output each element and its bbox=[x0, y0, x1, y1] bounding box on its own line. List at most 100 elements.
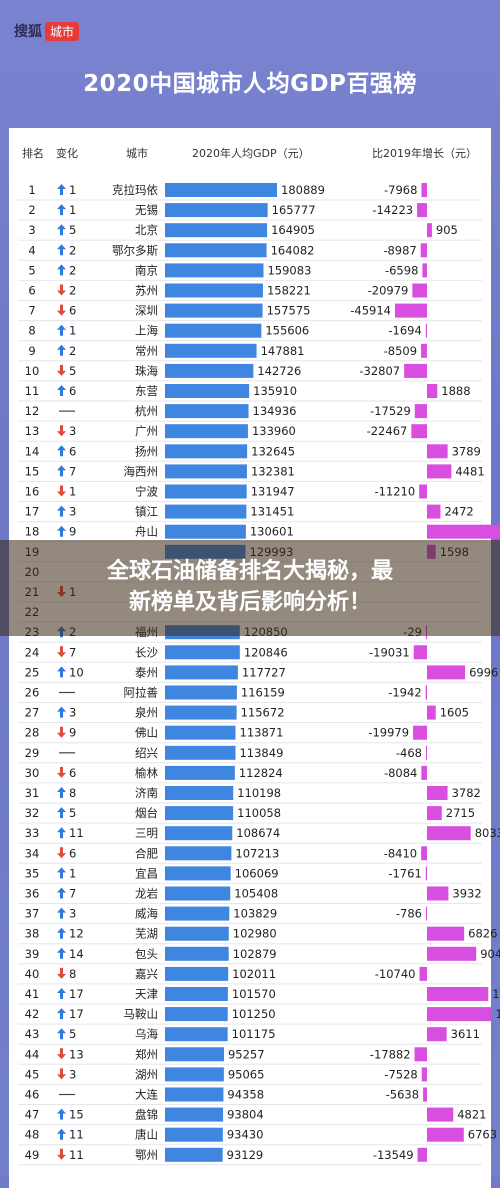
change-value: 1 bbox=[69, 183, 76, 197]
change-value: 2 bbox=[69, 344, 76, 358]
rank-cell: 9 bbox=[28, 344, 35, 358]
growth-value: 1605 bbox=[440, 706, 469, 720]
rank-cell: 39 bbox=[25, 947, 40, 961]
gdp-bar bbox=[165, 1087, 224, 1102]
city-name: 绍兴 bbox=[135, 746, 158, 760]
rank-cell: 1 bbox=[28, 183, 35, 197]
change-value: 6 bbox=[69, 444, 76, 458]
gdp-value: 180889 bbox=[281, 183, 325, 197]
up-arrow-icon bbox=[57, 224, 66, 236]
headline-text: 全球石油储备排名大揭秘，最 新榜单及背后影响分析！ bbox=[0, 556, 500, 618]
down-arrow-icon bbox=[57, 726, 66, 738]
rank-cell: 3 bbox=[28, 223, 35, 237]
growth-bar bbox=[395, 303, 427, 318]
gdp-bar bbox=[165, 243, 267, 258]
growth-bar bbox=[425, 866, 427, 881]
gdp-bar bbox=[165, 906, 230, 921]
gdp-value: 113871 bbox=[240, 726, 284, 740]
gdp-value: 108674 bbox=[236, 826, 280, 840]
growth-bar bbox=[419, 484, 427, 499]
gdp-bar bbox=[165, 203, 268, 218]
col-header-growth: 比2019年增长（元） bbox=[372, 147, 477, 160]
gdp-bar bbox=[165, 1067, 224, 1082]
city-name: 包头 bbox=[135, 947, 158, 961]
city-name: 芜湖 bbox=[135, 927, 158, 941]
rank-cell: 44 bbox=[25, 1047, 40, 1061]
gdp-bar bbox=[165, 806, 234, 821]
growth-value: -8509 bbox=[384, 344, 417, 358]
city-name: 海西州 bbox=[124, 464, 159, 478]
up-arrow-icon bbox=[57, 927, 66, 939]
down-arrow-icon bbox=[57, 485, 66, 497]
rank-cell: 26 bbox=[25, 686, 40, 700]
gdp-value: 157575 bbox=[267, 304, 311, 318]
city-name: 烟台 bbox=[135, 806, 158, 820]
rank-cell: 31 bbox=[25, 786, 40, 800]
growth-value: -14223 bbox=[372, 203, 413, 217]
gdp-value: 105408 bbox=[234, 887, 278, 901]
rank-cell: 12 bbox=[25, 404, 40, 418]
change-value: 11 bbox=[69, 826, 84, 840]
change-value: 9 bbox=[69, 525, 76, 539]
rank-cell: 41 bbox=[25, 987, 40, 1001]
city-name: 南京 bbox=[135, 263, 158, 277]
gdp-value: 158221 bbox=[267, 284, 311, 298]
rank-cell: 35 bbox=[25, 866, 40, 880]
rank-cell: 24 bbox=[25, 645, 40, 659]
growth-value: -6598 bbox=[385, 263, 418, 277]
col-header-city: 城市 bbox=[126, 147, 148, 160]
gdp-bar bbox=[165, 384, 250, 398]
rank-cell: 37 bbox=[25, 907, 40, 921]
city-name: 常州 bbox=[135, 344, 158, 358]
gdp-bar bbox=[165, 826, 233, 841]
down-arrow-icon bbox=[57, 284, 66, 296]
down-arrow-icon bbox=[57, 364, 66, 376]
change-value: 17 bbox=[69, 1007, 84, 1021]
up-arrow-icon bbox=[57, 505, 66, 517]
city-name: 湖州 bbox=[135, 1067, 158, 1081]
rank-cell: 10 bbox=[25, 364, 40, 378]
growth-value: 3932 bbox=[452, 887, 481, 901]
gdp-bar bbox=[165, 183, 277, 197]
growth-bar bbox=[427, 1107, 454, 1122]
up-arrow-icon bbox=[57, 1108, 66, 1120]
rank-cell: 38 bbox=[25, 927, 40, 941]
growth-bar bbox=[419, 966, 427, 981]
growth-bar bbox=[421, 183, 427, 197]
gdp-bar bbox=[165, 263, 264, 278]
rank-cell: 6 bbox=[28, 284, 35, 298]
chart-title: 2020中国城市人均GDP百强榜 bbox=[83, 71, 417, 97]
growth-value: -1694 bbox=[388, 324, 421, 338]
growth-value: -1942 bbox=[388, 686, 421, 700]
growth-bar bbox=[426, 906, 427, 921]
logo-brand: 搜狐 bbox=[14, 24, 42, 40]
growth-value: -11210 bbox=[374, 485, 415, 499]
growth-value: 3789 bbox=[452, 444, 481, 458]
gdp-value: 117727 bbox=[242, 665, 286, 679]
rank-cell: 18 bbox=[25, 525, 40, 539]
rank-cell: 48 bbox=[25, 1128, 40, 1142]
growth-value: 3782 bbox=[452, 786, 481, 800]
city-name: 郑州 bbox=[135, 1047, 158, 1061]
growth-bar bbox=[417, 203, 427, 218]
city-name: 宁波 bbox=[135, 485, 158, 499]
rank-cell: 2 bbox=[28, 203, 35, 217]
growth-value: -19979 bbox=[368, 726, 409, 740]
growth-bar bbox=[427, 223, 432, 238]
city-name: 佛山 bbox=[135, 726, 158, 740]
col-header-rank: 排名 bbox=[22, 147, 44, 160]
growth-bar bbox=[421, 846, 427, 861]
growth-bar bbox=[413, 645, 427, 660]
growth-bar bbox=[427, 524, 500, 539]
growth-value: -45914 bbox=[350, 304, 391, 318]
gdp-value: 130601 bbox=[250, 525, 294, 539]
city-name: 舟山 bbox=[135, 525, 158, 539]
growth-value: 905 bbox=[436, 223, 458, 237]
rank-cell: 34 bbox=[25, 846, 40, 860]
city-name: 杭州 bbox=[135, 404, 158, 418]
rank-cell: 11 bbox=[25, 384, 40, 398]
city-name: 三明 bbox=[135, 826, 158, 840]
growth-bar bbox=[427, 464, 452, 479]
growth-value: -17529 bbox=[370, 404, 411, 418]
